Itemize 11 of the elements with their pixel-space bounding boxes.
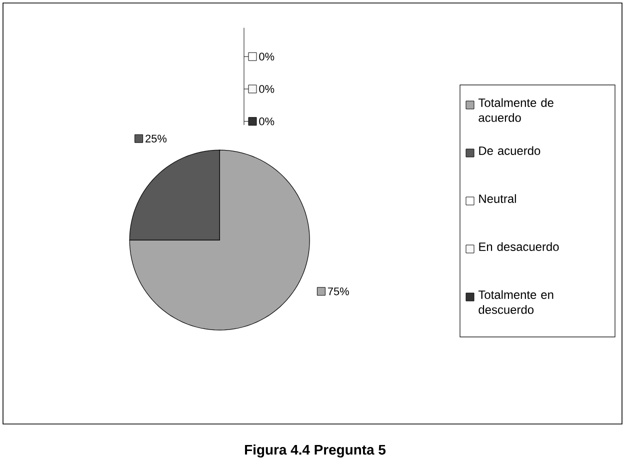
legend-label: Totalmente en descuerdo: [478, 290, 554, 314]
legend-label: De acuerdo: [479, 146, 540, 155]
text: Figura 4.4 Pregunta 5: [245, 444, 386, 458]
text: 0%: [259, 118, 274, 126]
legend-label: En desacuerdo: [479, 242, 559, 251]
text: 0%: [259, 85, 274, 93]
text: 0%: [259, 52, 274, 60]
legend-label: Neutral: [479, 194, 516, 203]
data-label: 75%: [328, 288, 349, 296]
data-label: 25%: [146, 134, 167, 142]
legend-label: Totalmente de acuerdo: [478, 98, 554, 122]
